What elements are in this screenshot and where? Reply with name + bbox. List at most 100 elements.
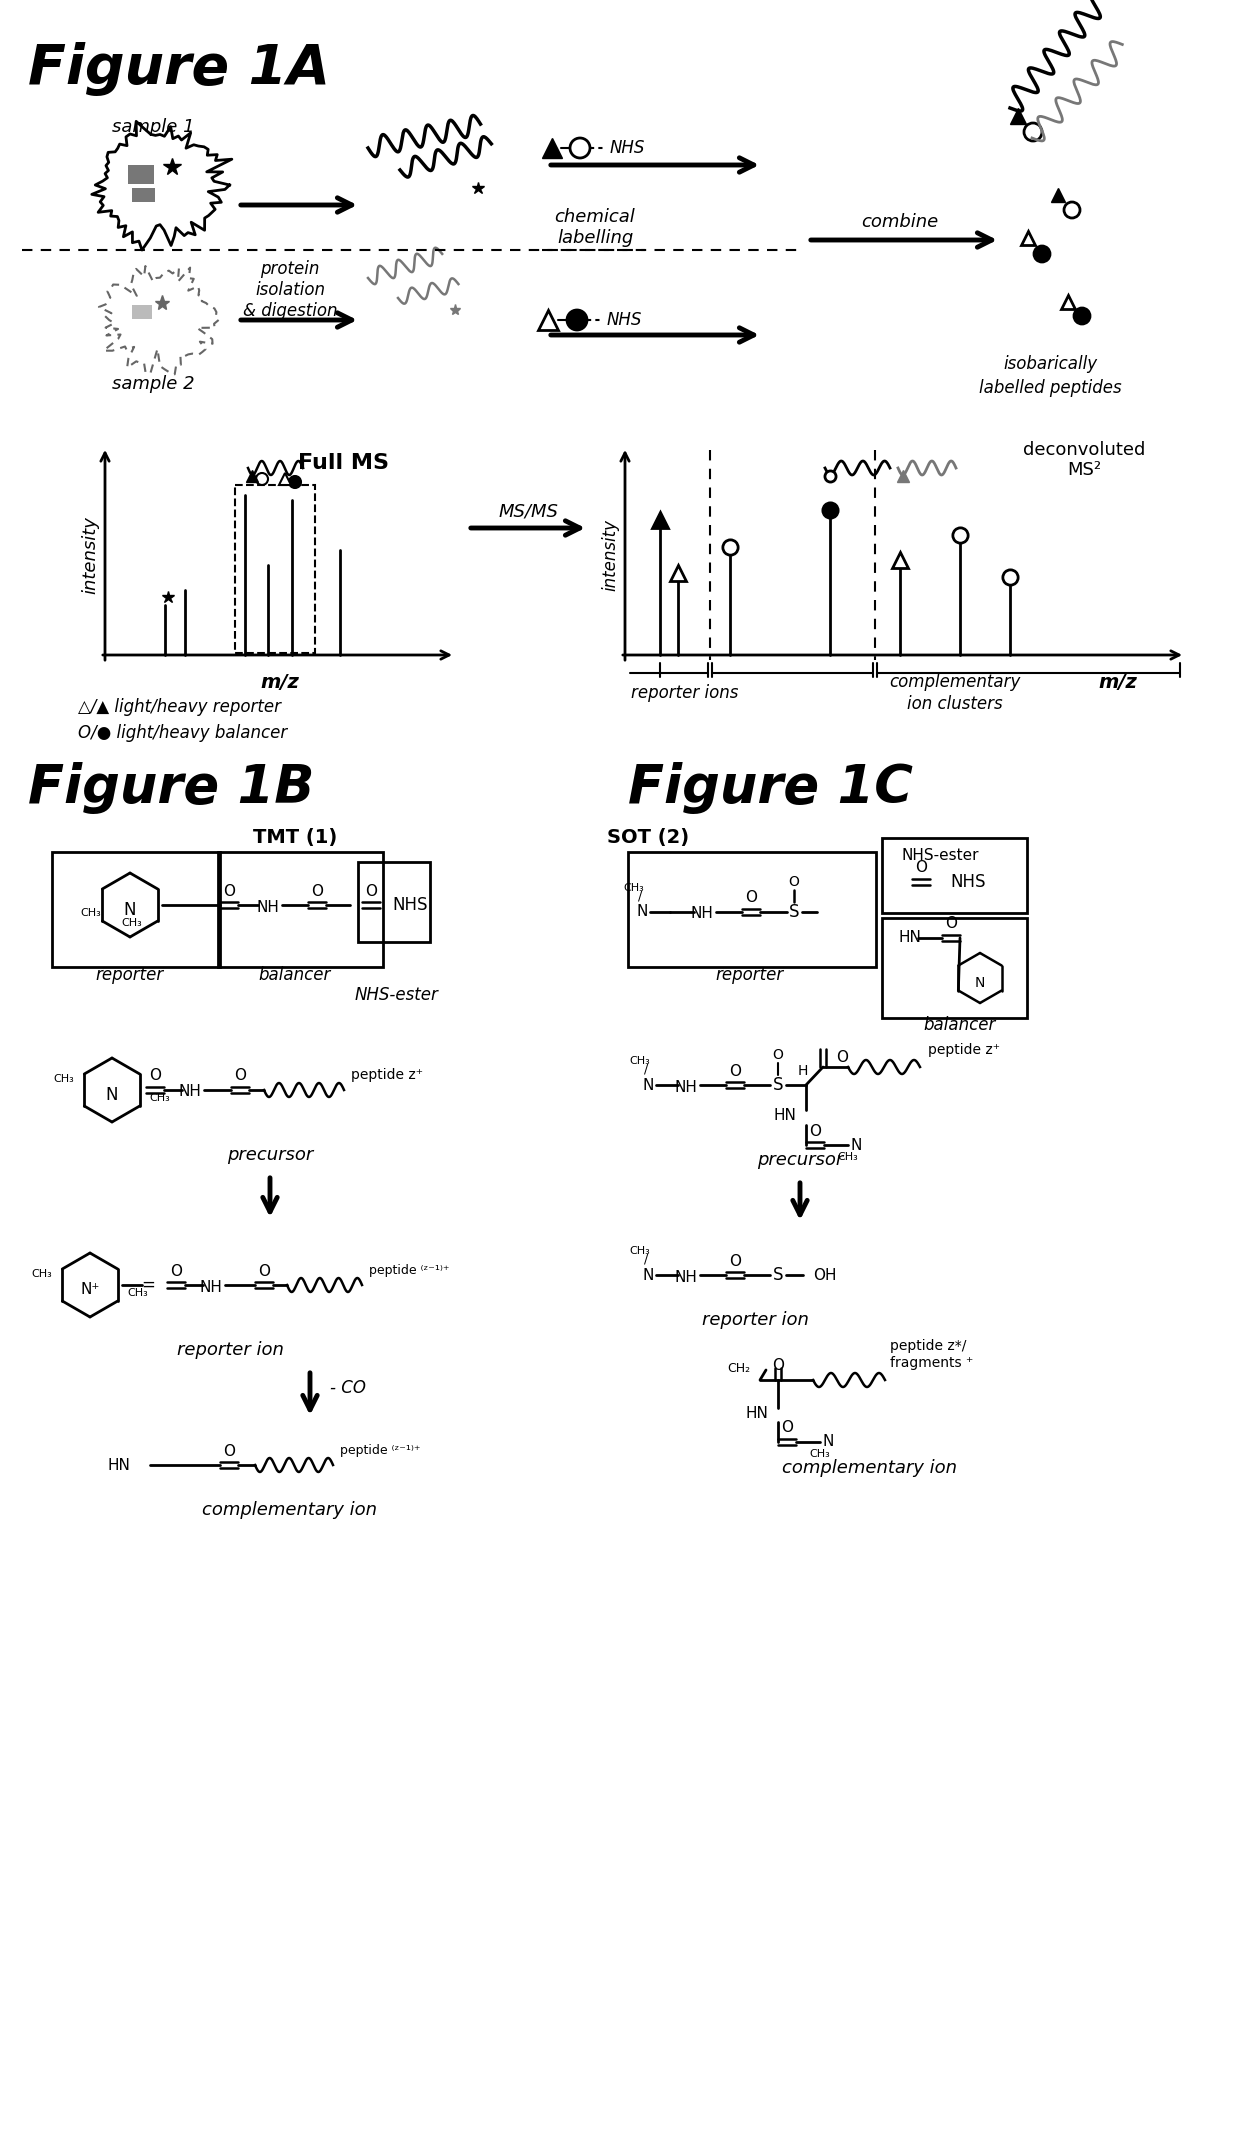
Text: N: N: [124, 900, 136, 920]
Text: CH₃: CH₃: [630, 1246, 650, 1255]
Text: N: N: [636, 905, 647, 920]
Text: S: S: [789, 903, 800, 922]
Text: CH₃: CH₃: [122, 918, 143, 928]
Text: N: N: [851, 1137, 862, 1152]
Text: combine: combine: [862, 213, 939, 230]
Text: N: N: [822, 1436, 833, 1448]
Text: CH₂: CH₂: [727, 1362, 750, 1375]
Text: △/▲ light/heavy reporter: △/▲ light/heavy reporter: [78, 698, 281, 716]
Text: NHS: NHS: [608, 312, 642, 329]
Text: O: O: [781, 1420, 794, 1436]
Text: CH₃: CH₃: [630, 1055, 650, 1066]
Text: CH₃: CH₃: [838, 1152, 858, 1163]
Text: NHS-ester: NHS-ester: [355, 986, 439, 1004]
Text: balancer: balancer: [259, 967, 331, 984]
Text: precursor: precursor: [227, 1145, 314, 1165]
Text: reporter ions: reporter ions: [631, 683, 739, 703]
Text: peptide ⁽ᶻ⁻¹⁾⁺: peptide ⁽ᶻ⁻¹⁾⁺: [340, 1444, 420, 1457]
Text: /: /: [644, 1062, 649, 1074]
Text: reporter: reporter: [95, 967, 164, 984]
Text: - CO: - CO: [330, 1380, 366, 1397]
Text: NH: NH: [675, 1079, 697, 1094]
Text: TMT (1): TMT (1): [253, 830, 337, 847]
Text: NHS-ester: NHS-ester: [901, 849, 978, 864]
Text: peptide z*/
fragments ⁺: peptide z*/ fragments ⁺: [890, 1339, 973, 1371]
Text: complementary ion: complementary ion: [202, 1500, 377, 1519]
Text: OH: OH: [813, 1268, 837, 1283]
Text: S: S: [773, 1077, 784, 1094]
Text: CH₃: CH₃: [624, 883, 645, 894]
Text: isobarically
labelled peptides: isobarically labelled peptides: [978, 355, 1121, 398]
Text: O: O: [365, 883, 377, 898]
Text: O: O: [945, 915, 957, 931]
Text: sample 2: sample 2: [112, 374, 195, 393]
Text: CH₃: CH₃: [150, 1094, 170, 1102]
Text: O: O: [234, 1068, 246, 1083]
Text: balancer: balancer: [924, 1016, 996, 1034]
Text: NH: NH: [179, 1085, 201, 1100]
Text: O/● light/heavy balancer: O/● light/heavy balancer: [78, 724, 288, 741]
Text: SOT (2): SOT (2): [606, 830, 689, 847]
Text: peptide ⁽ᶻ⁻¹⁾⁺: peptide ⁽ᶻ⁻¹⁾⁺: [370, 1264, 449, 1277]
FancyBboxPatch shape: [131, 305, 153, 318]
Text: N: N: [975, 976, 986, 991]
Text: Figure 1A: Figure 1A: [29, 43, 330, 97]
Text: CH₃: CH₃: [31, 1270, 52, 1279]
FancyBboxPatch shape: [128, 165, 154, 185]
Text: CH₃: CH₃: [810, 1448, 831, 1459]
Text: NHS: NHS: [950, 872, 986, 892]
Circle shape: [1034, 245, 1050, 262]
Text: deconvoluted
MS²: deconvoluted MS²: [1023, 441, 1146, 479]
Text: HN: HN: [898, 931, 921, 946]
Text: O: O: [729, 1064, 742, 1079]
Text: /: /: [644, 1253, 649, 1266]
Text: reporter: reporter: [715, 967, 784, 984]
Text: NH: NH: [691, 907, 713, 922]
Text: HN: HN: [773, 1107, 796, 1122]
Text: CH₃: CH₃: [79, 909, 100, 918]
Text: Figure 1C: Figure 1C: [627, 763, 913, 814]
Text: peptide z⁺: peptide z⁺: [928, 1042, 999, 1057]
Text: S: S: [773, 1266, 784, 1283]
Text: /: /: [637, 890, 642, 903]
Text: O: O: [915, 860, 928, 875]
Text: O: O: [170, 1264, 182, 1279]
Text: O: O: [149, 1068, 161, 1083]
Circle shape: [289, 475, 301, 488]
Text: HN: HN: [107, 1457, 130, 1472]
FancyBboxPatch shape: [131, 187, 155, 202]
Circle shape: [1074, 307, 1090, 324]
Text: reporter ion: reporter ion: [702, 1311, 808, 1328]
Text: O: O: [773, 1049, 784, 1062]
Text: O: O: [773, 1358, 784, 1373]
Text: CH₃: CH₃: [128, 1287, 149, 1298]
Text: Figure 1B: Figure 1B: [29, 763, 315, 814]
Text: protein
isolation
& digestion: protein isolation & digestion: [243, 260, 337, 320]
Text: CH₃: CH₃: [53, 1074, 74, 1083]
Text: complementary ion: complementary ion: [782, 1459, 957, 1476]
Text: intensity: intensity: [601, 520, 619, 591]
Text: Full MS: Full MS: [298, 453, 388, 473]
Text: O: O: [223, 883, 236, 898]
Text: N⁺: N⁺: [81, 1283, 99, 1298]
Text: O: O: [745, 890, 756, 905]
Text: NHS: NHS: [610, 140, 645, 157]
Text: MS/MS: MS/MS: [498, 503, 558, 520]
Text: O: O: [836, 1051, 848, 1066]
Text: m/z: m/z: [1099, 673, 1137, 692]
Text: complementary
ion clusters: complementary ion clusters: [889, 673, 1021, 713]
Text: O: O: [729, 1253, 742, 1268]
Text: chemical
labelling: chemical labelling: [554, 208, 635, 247]
Circle shape: [567, 309, 587, 331]
Text: O: O: [311, 883, 322, 898]
Text: HN: HN: [745, 1405, 768, 1420]
Text: NH: NH: [257, 900, 279, 915]
Text: NHS: NHS: [392, 896, 428, 913]
Text: O: O: [258, 1264, 270, 1279]
Text: m/z: m/z: [260, 673, 299, 692]
Text: H: H: [797, 1064, 808, 1079]
Text: peptide z⁺: peptide z⁺: [351, 1068, 423, 1081]
Text: intensity: intensity: [81, 516, 99, 593]
Text: precursor: precursor: [756, 1152, 843, 1169]
Text: NH: NH: [675, 1270, 697, 1285]
